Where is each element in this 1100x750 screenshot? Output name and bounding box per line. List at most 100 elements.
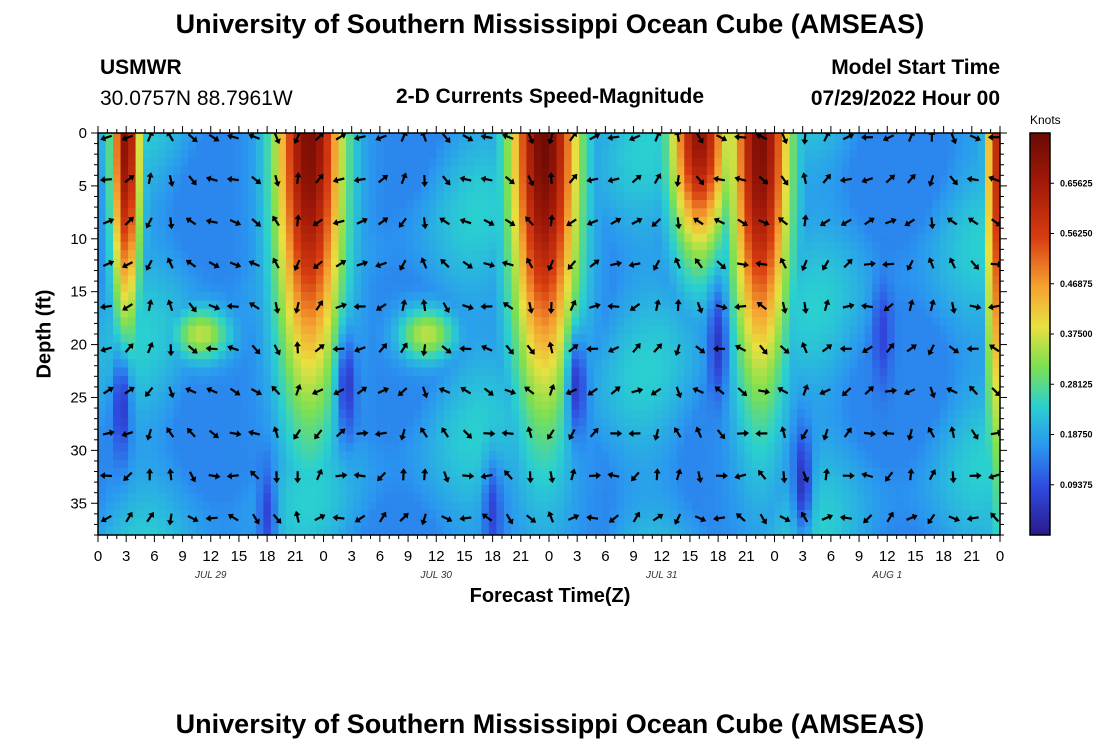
heat-cell (518, 325, 528, 335)
heat-cell (135, 451, 144, 461)
heat-cell (827, 166, 836, 176)
heat-cell (323, 292, 332, 302)
heat-cell (751, 501, 761, 511)
heat-cell (188, 409, 197, 419)
heat-cell (240, 141, 250, 151)
heat-cell (526, 158, 535, 168)
heat-cell (751, 476, 761, 486)
heat-cell (511, 409, 520, 419)
heat-cell (308, 283, 317, 293)
heat-cell (135, 174, 144, 185)
heat-cell (285, 267, 295, 277)
heat-cell (729, 501, 738, 511)
heat-cell (315, 350, 325, 360)
heat-cell (842, 518, 851, 528)
heat-cell (338, 342, 347, 352)
heat-cell (451, 434, 460, 444)
heat-cell (511, 250, 520, 260)
heat-cell (158, 275, 167, 285)
heat-cell (263, 258, 272, 268)
heat-cell (872, 300, 881, 310)
heat-cell (691, 325, 701, 335)
heat-cell (113, 183, 122, 193)
heat-cell (789, 526, 798, 535)
heat-cell (782, 375, 791, 386)
heat-cell (195, 392, 205, 402)
heat-cell (609, 191, 618, 201)
heat-cell (188, 308, 197, 319)
heat-cell (331, 149, 340, 159)
heat-cell (165, 350, 174, 360)
heat-cell (616, 317, 625, 327)
heat-cell (556, 133, 565, 143)
heat-cell (639, 208, 648, 218)
heat-cell (729, 133, 738, 143)
heat-cell (120, 174, 129, 185)
heat-cell (443, 208, 453, 218)
heat-cell (315, 417, 325, 427)
heat-cell (616, 417, 625, 427)
heat-cell (496, 225, 505, 235)
heat-cell (661, 233, 671, 243)
heat-cell (691, 434, 701, 444)
heat-cell (135, 275, 144, 285)
heat-cell (541, 133, 550, 143)
heat-cell (797, 258, 806, 268)
heat-cell (293, 375, 302, 386)
heat-cell (654, 241, 663, 252)
heat-cell (797, 518, 806, 528)
heat-cell (834, 292, 843, 302)
heat-cell (225, 384, 235, 394)
heat-cell (150, 174, 159, 185)
heat-cell (624, 191, 633, 201)
heat-cell (481, 300, 490, 310)
heat-cell (654, 208, 663, 218)
heat-cell (601, 509, 610, 520)
heat-cell (128, 275, 137, 285)
heat-cell (488, 392, 498, 402)
heat-cell (511, 401, 520, 411)
heat-cell (872, 149, 881, 159)
heat-cell (782, 426, 791, 436)
heat-cell (135, 208, 144, 218)
heat-cell (609, 300, 618, 310)
heat-cell (518, 493, 528, 503)
heat-cell (105, 325, 114, 335)
heat-cell (188, 375, 197, 386)
heat-cell (135, 468, 144, 478)
heat-cell (338, 158, 347, 168)
heat-cell (533, 275, 543, 285)
heat-cell (646, 375, 656, 386)
heat-cell (812, 174, 821, 185)
heat-cell (624, 216, 633, 226)
heat-cell (180, 200, 189, 210)
heat-cell (571, 292, 580, 302)
heat-cell (165, 409, 174, 419)
heat-cell (240, 476, 250, 486)
heat-cell (857, 241, 866, 252)
heat-cell (616, 325, 625, 335)
heat-cell (496, 325, 505, 335)
heat-cell (436, 191, 445, 201)
heat-cell (541, 509, 550, 520)
heat-cell (255, 225, 265, 235)
heat-cell (646, 191, 656, 201)
heat-cell (579, 484, 588, 494)
heat-cell (804, 468, 813, 478)
heat-cell (842, 225, 851, 235)
heat-cell (98, 191, 107, 201)
heat-cell (684, 208, 693, 218)
heat-cell (774, 233, 783, 243)
heat-cell (143, 526, 152, 535)
heat-cell (113, 200, 122, 210)
heat-cell (549, 526, 558, 535)
heat-cell (473, 342, 483, 352)
heat-cell (827, 267, 836, 277)
heat-cell (699, 484, 708, 494)
heat-cell (218, 191, 227, 201)
heat-cell (736, 434, 746, 444)
heat-cell (406, 300, 415, 310)
heat-cell (240, 200, 250, 210)
heat-cell (661, 426, 671, 436)
heat-cell (323, 317, 332, 327)
